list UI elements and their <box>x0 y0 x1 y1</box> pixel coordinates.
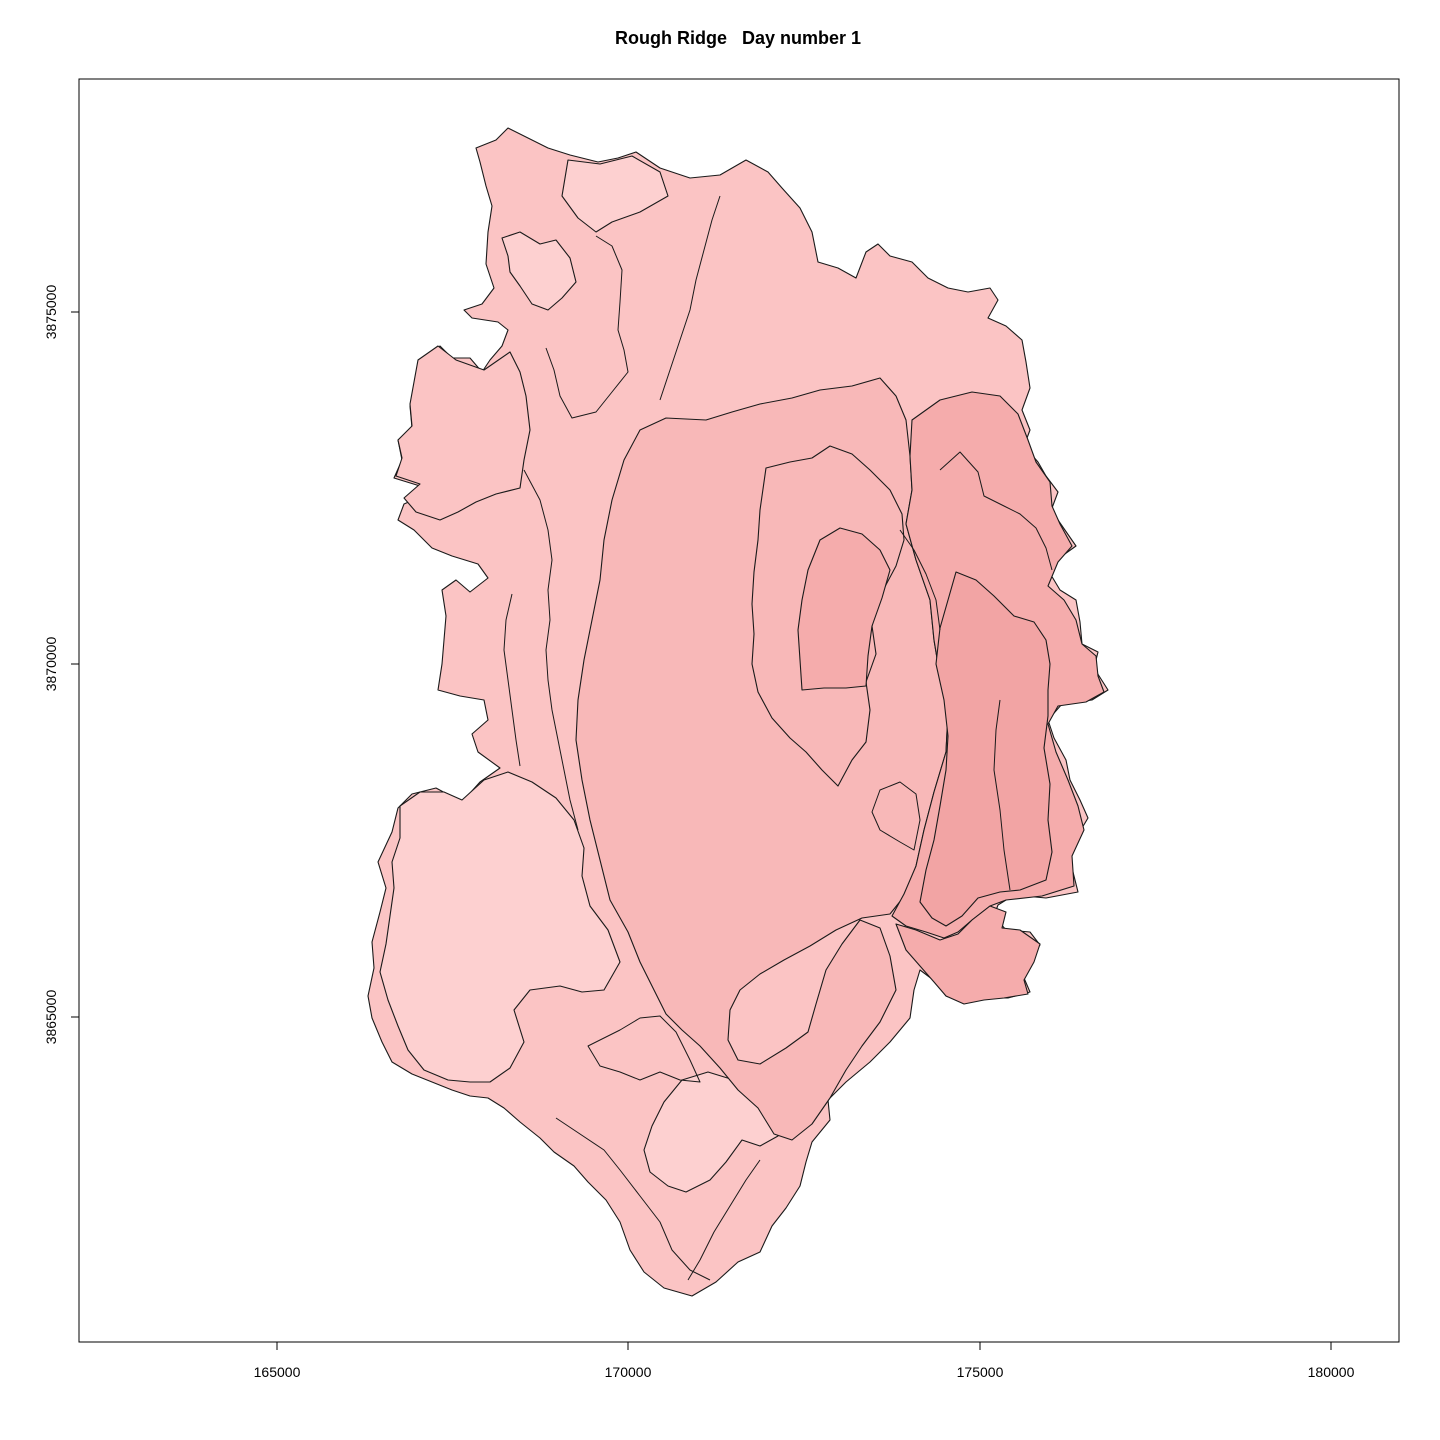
x-tick-label: 175000 <box>957 1364 1004 1380</box>
terrain-zone-west <box>395 345 531 521</box>
terrain-zone-east-core <box>919 571 1053 927</box>
map-title: Rough Ridge Day number 1 <box>614 28 862 48</box>
terrain-zone-northwest <box>561 155 669 233</box>
contour-line <box>555 1117 711 1281</box>
contour-line <box>939 451 1053 571</box>
y-tick-label: 3865000 <box>43 990 59 1045</box>
contour-line <box>993 699 1011 891</box>
contour-line <box>687 1159 761 1281</box>
contour-line <box>659 195 721 401</box>
contour-line <box>545 235 629 419</box>
terrain-zone-southwest <box>379 771 621 1083</box>
contour-line <box>587 1015 701 1083</box>
y-axis: 3865000 3870000 3875000 <box>43 285 79 1045</box>
y-tick-label: 3875000 <box>43 285 59 340</box>
x-tick-label: 180000 <box>1308 1364 1355 1380</box>
x-tick-label: 165000 <box>254 1364 301 1380</box>
terrain-map <box>367 127 1109 1297</box>
terrain-zone-southeast <box>895 905 1041 1005</box>
contour-line <box>899 529 941 631</box>
contour-line <box>503 593 521 767</box>
y-tick-label: 3870000 <box>43 637 59 692</box>
contour-line <box>871 781 921 851</box>
plot-frame <box>78 78 1400 1343</box>
terrain-zone-northwest-ridge <box>501 231 577 311</box>
contour-line <box>523 469 579 831</box>
x-tick-label: 170000 <box>605 1364 652 1380</box>
terrain-zone-core <box>797 527 891 691</box>
x-axis: 165000 170000 175000 180000 <box>254 1342 1355 1380</box>
